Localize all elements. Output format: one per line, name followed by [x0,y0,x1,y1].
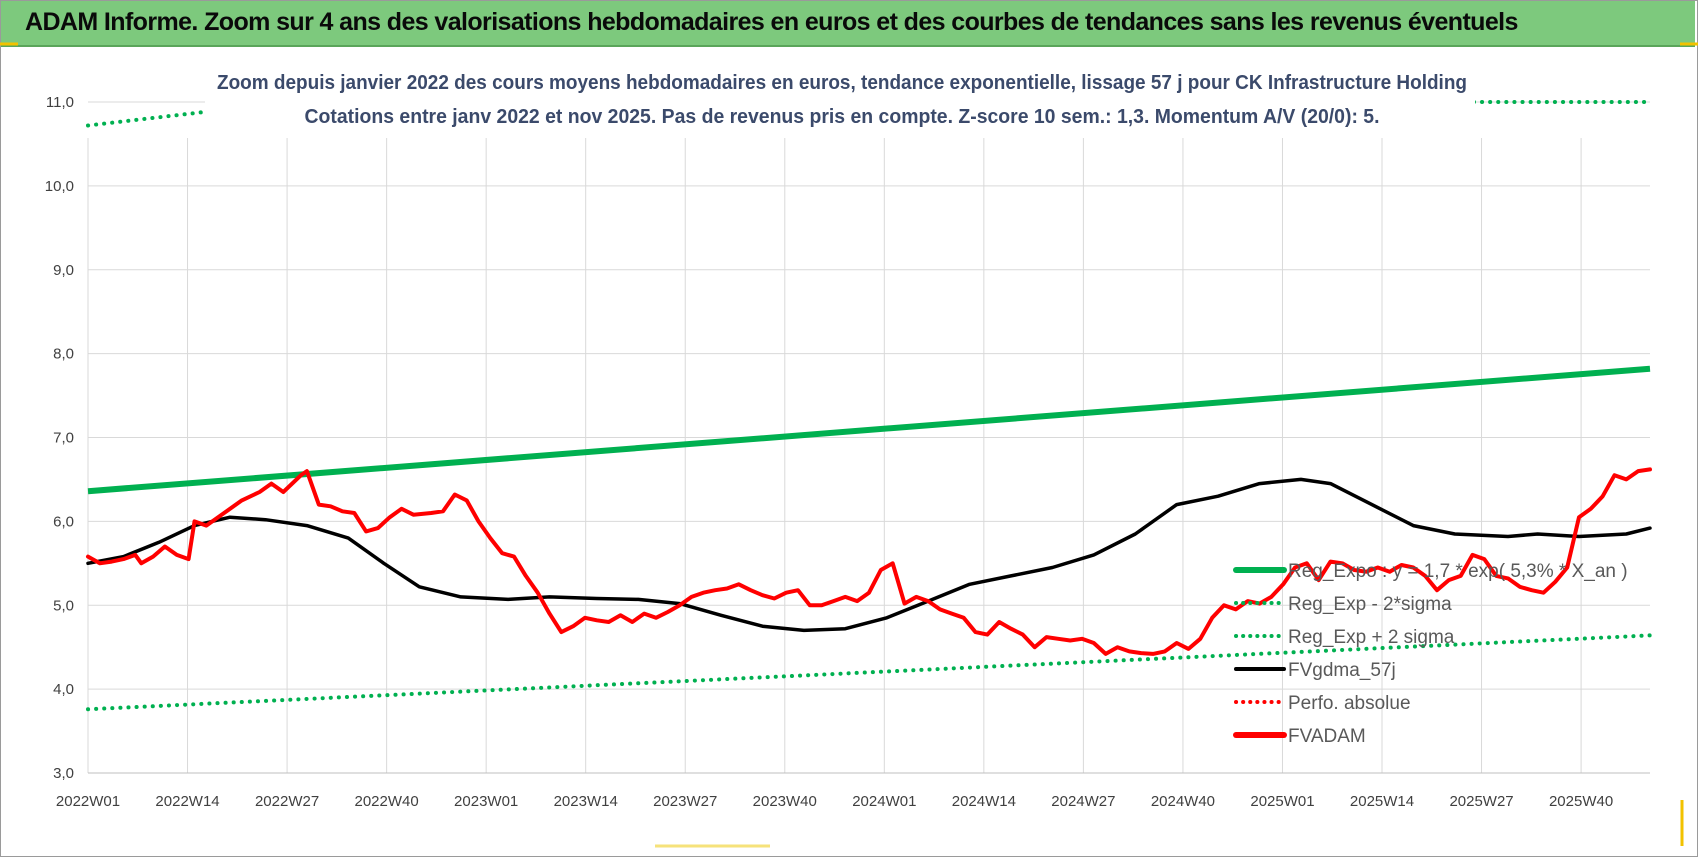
x-tick-label: 2022W40 [355,793,419,810]
legend: Reg_Expo : y = 1,7 * exp( 5,3% * X_an ) R… [1233,561,1628,747]
x-tick-label: 2023W01 [454,793,518,810]
chart-title: Zoom depuis janvier 2022 des cours moyen… [217,72,1467,94]
x-tick-label: 2023W40 [753,793,817,810]
y-tick-label: 10,0 [45,178,74,195]
x-tick-label: 2022W27 [255,793,319,810]
x-tick-label: 2025W27 [1449,793,1513,810]
series-layer [86,100,1652,712]
axes: 3,0 4,0 5,0 6,0 7,0 8,0 9,0 10,0 11,0 2022W01 2022… [0,42,1698,848]
x-tick-label: 2024W27 [1051,793,1115,810]
report-banner: ADAM Informe. Zoom sur 4 ans des valoris… [1,1,1695,47]
banner-title: ADAM Informe. Zoom sur 4 ans des valoris… [25,8,1518,36]
x-tick-label: 2025W40 [1549,793,1613,810]
legend-label: FVgdma_57j [1288,660,1396,681]
series-line-fvgdma-57j [86,477,1652,633]
x-tick-label: 2023W14 [554,793,618,810]
x-tick-label: 2025W01 [1250,793,1314,810]
grid [87,101,1650,774]
y-tick-label: 4,0 [53,681,74,698]
x-tick-label: 2022W14 [155,793,219,810]
y-tick-label: 7,0 [53,430,74,447]
legend-label: Reg_Exp - 2*sigma [1288,594,1452,615]
x-tick-label: 2024W01 [852,793,916,810]
legend-label: Reg_Exp + 2 sigma [1288,627,1455,648]
series-line-fvadam [86,467,1652,656]
y-tick-label: 3,0 [53,765,74,782]
x-tick-label: 2023W27 [653,793,717,810]
series-line-reg-exp-2-sigma [86,633,1652,712]
legend-label: FVADAM [1288,726,1366,747]
x-tick-label: 2022W01 [56,793,120,810]
x-tick-label: 2025W14 [1350,793,1414,810]
y-tick-label: 11,0 [46,94,74,111]
subtitle-backdrop [205,64,1475,136]
y-tick-label: 6,0 [53,513,74,530]
x-tick-label: 2024W40 [1151,793,1215,810]
series-line-reg-expo-y-1-7-exp-5-3-x-an [87,365,1651,495]
chart-subtitle: Cotations entre janv 2022 et nov 2025. P… [305,106,1380,128]
series-line-reg-exp-2-sigma [86,100,1652,128]
y-tick-label: 8,0 [53,346,74,363]
legend-label: Reg_Expo : y = 1,7 * exp( 5,3% * X_an ) [1288,561,1628,582]
legend-label: Perfo. absolue [1288,693,1411,714]
y-tick-label: 9,0 [53,262,74,279]
y-tick-label: 5,0 [53,597,74,614]
x-tick-label: 2024W14 [952,793,1016,810]
